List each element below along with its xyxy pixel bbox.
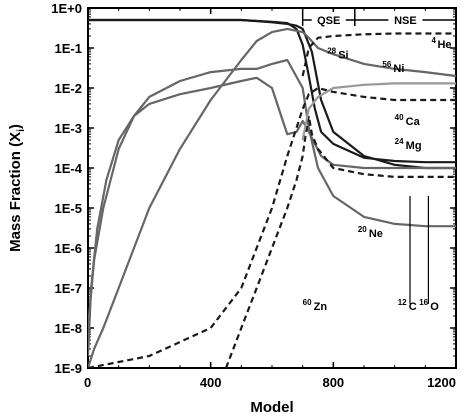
annotation-4He: 4 He [431,36,451,51]
annotation-mass: 40 [395,113,404,122]
y-tick-label: 1E-6 [55,241,82,256]
series-line-24Mg [88,76,456,357]
annotation-symbol: Ni [393,63,404,75]
y-tick-label: 1E-1 [55,41,82,56]
x-tick-label: 0 [84,375,91,390]
annotation-symbol: Ne [369,228,383,240]
series-line-16O [88,18,456,170]
annotation-symbol: C [409,301,417,313]
y-axis-title-main: Mass Fraction (X [7,132,24,252]
series-line-60Zn [224,114,456,368]
annotation-symbol: Mg [406,140,422,152]
annotation-40Ca: 40 Ca [395,113,421,128]
y-axis-title-sub: i [16,129,27,132]
series-line-4He [301,82,456,141]
y-tick-label: 1E-7 [55,281,82,296]
y-tick-label: 1E-4 [55,161,83,176]
series-line-28Si [88,27,456,368]
annotation-mass: 56 [382,60,391,69]
annotation-mass: 20 [358,225,367,234]
annotation-symbol: He [437,39,451,51]
annotation-24Mg: 24 Mg [395,137,422,152]
annotation-symbol: Zn [314,301,328,313]
annotation-56Ni: 56 Ni [382,60,404,75]
annotation-mass: 28 [327,46,336,55]
annotation-20Ne: 20 Ne [358,225,383,240]
region-label-bg [311,12,346,26]
axes: 1E+0 1E-1 1E-2 1E-3 1E-4 1E-5 1E-6 1E-7 1E-8 1E-9… [7,1,457,416]
plot-frame [87,7,457,369]
series-line-20Ne [88,58,456,329]
series-line-40Ca [88,86,456,368]
y-axis-title-close: ) [7,124,24,129]
annotation-mass: 16 [419,298,428,307]
y-tick-label: 1E+0 [51,1,82,16]
annotation-symbol: O [430,301,439,313]
burning-regions: QSE NSE [301,8,456,27]
y-tick-label: 1E-2 [55,81,82,96]
annotation-16O: 16 O [419,298,439,313]
x-axis-title: Model [250,399,293,416]
y-tick-label: 1E-3 [55,121,82,136]
annotation-12C: 12 C [398,298,417,313]
region-label-NSE: NSE [394,15,417,27]
y-axis-title: Mass Fraction (Xi) [7,124,27,252]
y-tick-label: 1E-8 [55,321,82,336]
annotation-60Zn: 60 Zn [303,298,328,313]
series-line-56Ni [301,32,456,77]
annotation-mass: 4 [431,36,436,45]
series-lines [88,18,456,368]
annotation-symbol: Si [338,49,348,61]
annotation-28Si: 28 Si [327,46,348,61]
annotation-mass: 60 [303,298,312,307]
x-tick-label: 400 [200,375,222,390]
y-tick-label: 1E-9 [55,361,82,376]
region-label-bg [388,12,423,26]
y-tick-label: 1E-5 [55,201,82,216]
x-tick-label: 800 [322,375,344,390]
annotation-mass: 24 [395,137,404,146]
annotation-mass: 12 [398,298,407,307]
region-label-QSE: QSE [317,15,340,27]
annotation-symbol: Ca [406,116,421,128]
x-tick-label: 1200 [427,375,456,390]
